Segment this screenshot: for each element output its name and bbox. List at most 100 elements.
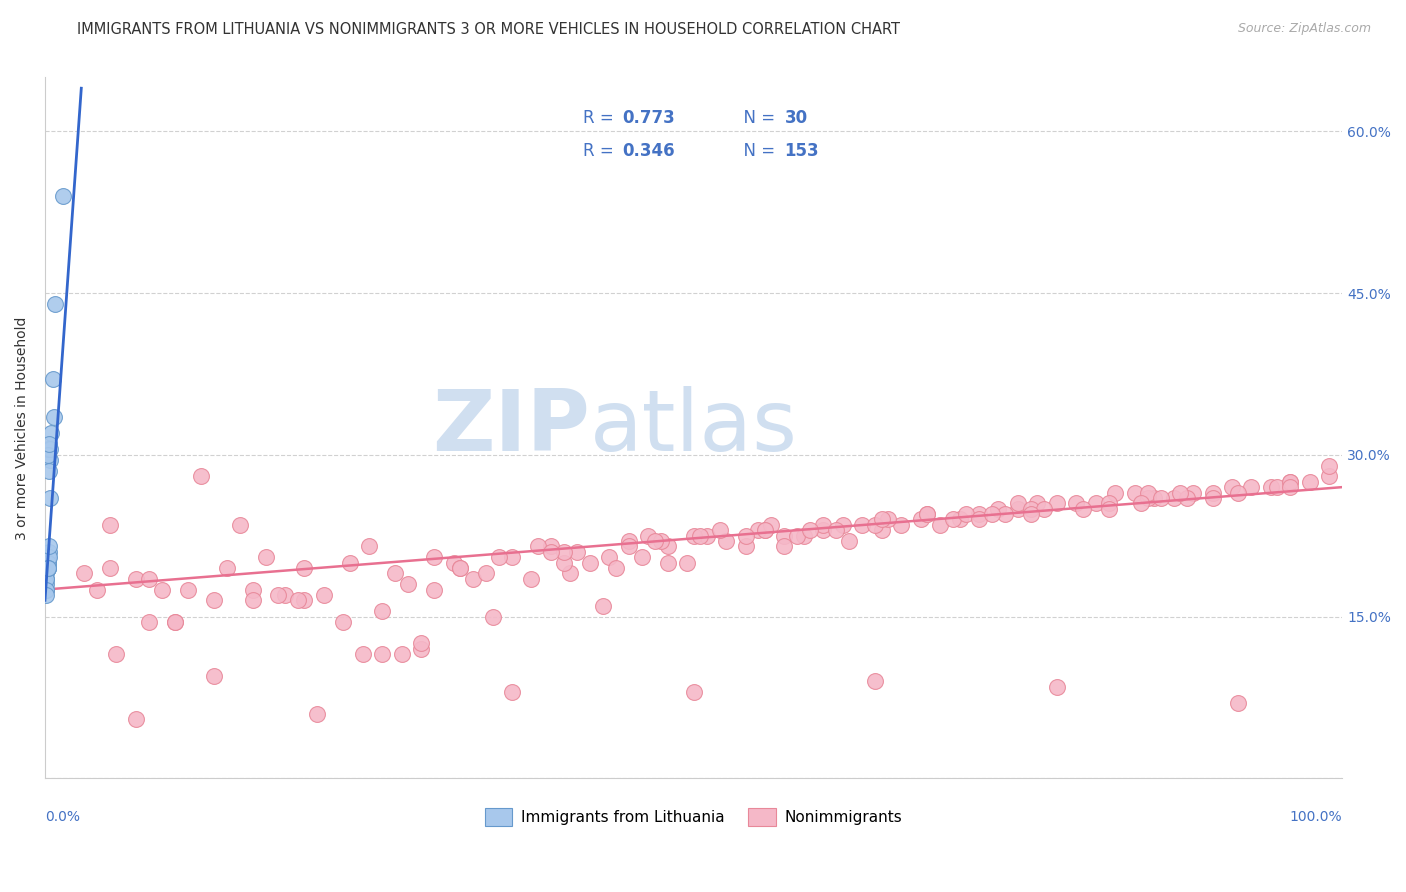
Point bbox=[799, 523, 821, 537]
Point bbox=[163, 615, 186, 629]
Text: N =: N = bbox=[733, 109, 780, 127]
Point bbox=[1136, 485, 1159, 500]
Point bbox=[657, 540, 679, 554]
Point bbox=[773, 540, 796, 554]
Text: 30: 30 bbox=[785, 109, 807, 127]
Point bbox=[644, 534, 666, 549]
Point bbox=[786, 528, 808, 542]
Point bbox=[553, 556, 575, 570]
Point bbox=[35, 588, 58, 602]
Point bbox=[1136, 491, 1159, 505]
Point bbox=[475, 566, 498, 581]
Point bbox=[352, 647, 374, 661]
Point bbox=[287, 593, 309, 607]
Point bbox=[1279, 480, 1302, 494]
Point bbox=[1019, 501, 1042, 516]
Point bbox=[423, 582, 446, 597]
Text: ZIP: ZIP bbox=[432, 386, 591, 469]
Point bbox=[1267, 480, 1289, 494]
Point bbox=[676, 556, 699, 570]
Point bbox=[396, 577, 419, 591]
Point bbox=[1104, 485, 1126, 500]
Point bbox=[176, 582, 198, 597]
Point bbox=[443, 556, 465, 570]
Point bbox=[1227, 696, 1250, 710]
Point bbox=[915, 507, 938, 521]
Point bbox=[734, 540, 756, 554]
Point bbox=[449, 561, 471, 575]
Point bbox=[39, 453, 62, 467]
Point bbox=[813, 523, 835, 537]
Point bbox=[1220, 480, 1243, 494]
Point bbox=[682, 528, 704, 542]
Point bbox=[312, 588, 335, 602]
Point bbox=[37, 561, 59, 575]
Point bbox=[870, 523, 893, 537]
Point bbox=[1098, 501, 1121, 516]
Point bbox=[105, 647, 128, 661]
Point bbox=[579, 556, 602, 570]
Point bbox=[44, 297, 66, 311]
Point bbox=[501, 685, 523, 699]
Point bbox=[39, 442, 62, 457]
Point bbox=[994, 507, 1017, 521]
Point bbox=[605, 561, 627, 575]
Point bbox=[1084, 496, 1107, 510]
Point bbox=[825, 523, 848, 537]
Point bbox=[1143, 491, 1166, 505]
Point bbox=[190, 469, 212, 483]
Point bbox=[254, 550, 277, 565]
Point bbox=[734, 528, 756, 542]
Point bbox=[1175, 491, 1198, 505]
Text: R =: R = bbox=[583, 109, 620, 127]
Point bbox=[35, 577, 58, 591]
Y-axis label: 3 or more Vehicles in Household: 3 or more Vehicles in Household bbox=[15, 316, 30, 540]
Point bbox=[267, 588, 290, 602]
Text: N =: N = bbox=[733, 142, 780, 160]
Point bbox=[565, 545, 588, 559]
Point bbox=[42, 410, 65, 425]
Point bbox=[391, 647, 413, 661]
Point bbox=[73, 566, 96, 581]
Point bbox=[228, 517, 250, 532]
Point bbox=[1066, 496, 1088, 510]
Point bbox=[1317, 458, 1340, 473]
Point bbox=[411, 636, 433, 650]
Point bbox=[125, 712, 148, 726]
Point bbox=[98, 517, 121, 532]
Point bbox=[617, 540, 640, 554]
Point bbox=[1071, 501, 1094, 516]
Point bbox=[540, 540, 562, 554]
Point bbox=[929, 517, 952, 532]
Point bbox=[274, 588, 297, 602]
Point bbox=[754, 523, 776, 537]
Point bbox=[1317, 469, 1340, 483]
Point bbox=[215, 561, 238, 575]
Point bbox=[1182, 485, 1205, 500]
Point bbox=[851, 517, 873, 532]
Text: 0.773: 0.773 bbox=[623, 109, 675, 127]
Point bbox=[339, 556, 361, 570]
Point bbox=[38, 437, 60, 451]
Point bbox=[41, 426, 63, 441]
Point bbox=[637, 528, 659, 542]
Point bbox=[37, 556, 59, 570]
Point bbox=[1227, 485, 1250, 500]
Point bbox=[592, 599, 614, 613]
Point bbox=[371, 647, 394, 661]
Point bbox=[761, 517, 783, 532]
Point bbox=[955, 507, 977, 521]
Point bbox=[1123, 485, 1146, 500]
Point bbox=[1279, 475, 1302, 489]
Point bbox=[242, 593, 264, 607]
Point bbox=[39, 491, 62, 505]
Point bbox=[696, 528, 718, 542]
Point bbox=[520, 572, 543, 586]
Point bbox=[449, 561, 471, 575]
Point bbox=[689, 528, 711, 542]
Legend: Immigrants from Lithuania, Nonimmigrants: Immigrants from Lithuania, Nonimmigrants bbox=[477, 801, 910, 834]
Point bbox=[598, 550, 620, 565]
Point bbox=[1046, 496, 1069, 510]
Point bbox=[890, 517, 912, 532]
Point bbox=[37, 448, 59, 462]
